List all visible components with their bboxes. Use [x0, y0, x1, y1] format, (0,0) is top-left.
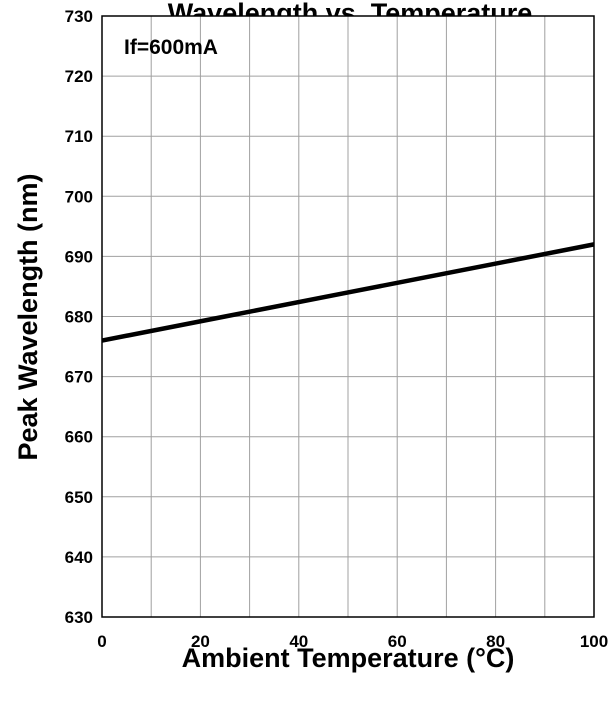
y-tick-label: 700 — [65, 187, 93, 206]
x-tick-label: 20 — [191, 632, 210, 651]
grid — [101, 15, 595, 618]
y-tick-label: 690 — [65, 247, 93, 266]
y-tick-labels: 630 640 650 660 670 680 690 700 710 720 730 — [65, 7, 93, 627]
x-axis-title: Ambient Temperature (°C) — [182, 643, 515, 673]
plot-frame — [101, 15, 595, 618]
series — [101, 242, 595, 343]
condition-annotation: If=600mA — [124, 36, 218, 59]
y-tick-label: 680 — [65, 308, 93, 327]
y-axis-title: Peak Wavelength (nm) — [13, 173, 43, 460]
plot-border — [101, 15, 595, 618]
x-tick-label: 80 — [486, 632, 505, 651]
x-tick-label: 60 — [388, 632, 407, 651]
x-tick-label: 0 — [97, 632, 106, 651]
x-tick-labels: 0 20 40 60 80 100 — [97, 632, 608, 651]
y-tick-label: 630 — [65, 608, 93, 627]
series-line — [101, 242, 595, 343]
y-tick-label: 650 — [65, 488, 93, 507]
y-tick-label: 720 — [65, 67, 93, 86]
x-tick-label: 40 — [289, 632, 308, 651]
y-tick-label: 660 — [65, 428, 93, 447]
y-tick-label: 730 — [65, 7, 93, 26]
x-tick-label: 100 — [580, 632, 608, 651]
y-tick-label: 710 — [65, 127, 93, 146]
chart-title: Wavelength vs. Temperature — [168, 0, 533, 28]
y-tick-label: 670 — [65, 368, 93, 387]
y-tick-label: 640 — [65, 548, 93, 567]
